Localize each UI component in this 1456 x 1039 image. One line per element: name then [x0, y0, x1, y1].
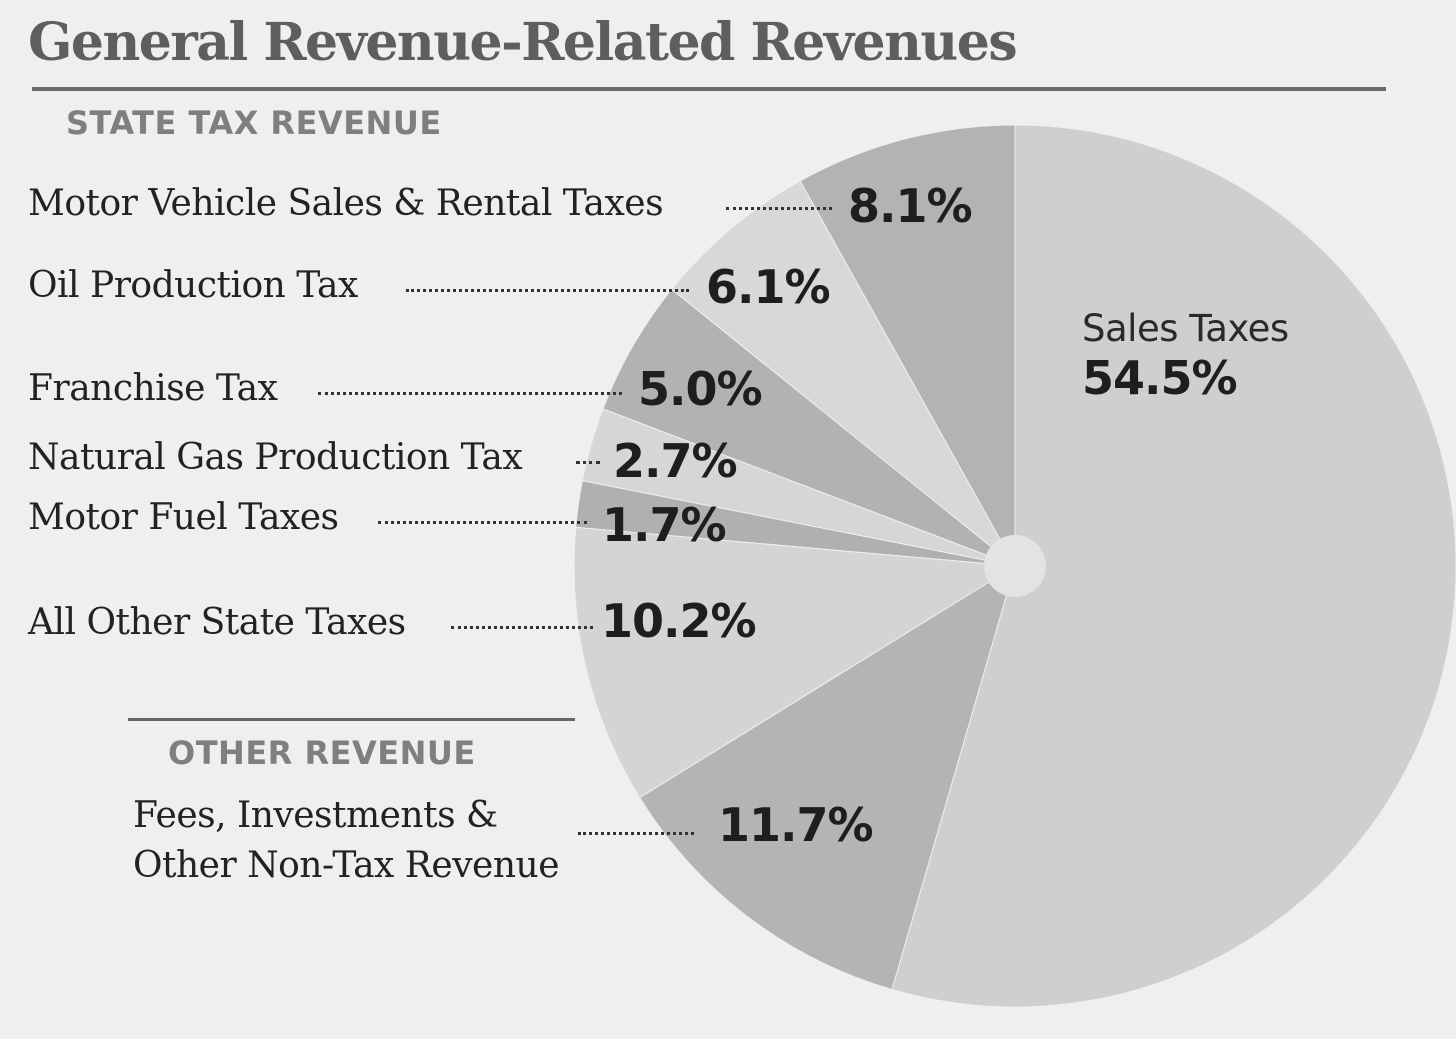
slice-label-motor-vehicle: Motor Vehicle Sales & Rental Taxes	[28, 183, 664, 224]
value-label-natural-gas: 2.7%	[613, 434, 738, 488]
value-label-sales-taxes: 54.5%	[1082, 351, 1238, 405]
value-label-motor-fuel: 1.7%	[602, 498, 727, 552]
slice-label-sales-taxes: Sales Taxes	[1082, 307, 1289, 350]
slice-label-motor-fuel: Motor Fuel Taxes	[28, 497, 339, 538]
leader-fees	[578, 832, 694, 835]
value-label-all-other-state: 10.2%	[601, 594, 757, 648]
value-label-fees: 11.7%	[718, 798, 874, 852]
leader-natural-gas	[576, 461, 600, 464]
value-label-franchise: 5.0%	[638, 362, 763, 416]
leader-motor-fuel	[378, 521, 587, 524]
value-label-motor-vehicle: 8.1%	[848, 179, 973, 233]
leader-franchise	[318, 392, 622, 395]
leader-all-other-state	[451, 626, 593, 629]
pie-slice-oil-production-tax	[670, 180, 1016, 567]
pie-slice-motor-vehicle-sales-rental-taxes	[799, 124, 1016, 568]
section-heading-state-tax: STATE TAX REVENUE	[66, 104, 442, 142]
pie-center-hole	[984, 535, 1046, 597]
section-heading-other-revenue: OTHER REVENUE	[168, 734, 476, 772]
pie-slice-fees-investments-other-non-tax-revenue	[639, 564, 1016, 991]
pie-slice-sales-taxes	[891, 124, 1456, 1008]
leader-oil-production	[406, 289, 689, 292]
chart-title: General Revenue-Related Revenues	[28, 12, 1018, 73]
other-revenue-divider	[128, 718, 575, 721]
title-divider	[32, 87, 1386, 91]
slice-label-franchise: Franchise Tax	[28, 368, 278, 409]
leader-motor-vehicle	[726, 207, 832, 210]
slice-label-natural-gas: Natural Gas Production Tax	[28, 437, 523, 478]
slice-label-fees-line-1: Fees, Investments &	[133, 795, 498, 836]
slice-label-oil-production: Oil Production Tax	[28, 265, 358, 306]
slice-label-fees-line-2: Other Non-Tax Revenue	[133, 845, 560, 886]
pie-slice-all-other-state-taxes	[573, 526, 1017, 799]
slice-label-all-other-state: All Other State Taxes	[28, 602, 406, 643]
value-label-oil-production: 6.1%	[706, 260, 831, 314]
